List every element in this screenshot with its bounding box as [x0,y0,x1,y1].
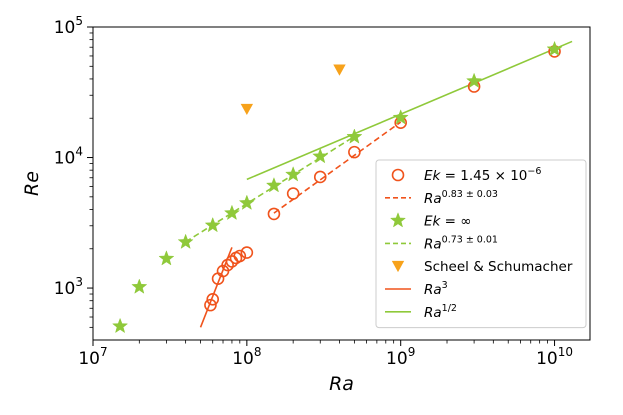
legend: Ek = 1.45 × 10−6 Ra0.83 ± 0.03 Ek = ∞ Ra0.7… [375,159,587,329]
y-tick-label: 103 [54,275,83,299]
data-point [285,166,302,182]
data-point [312,147,329,164]
data-point [267,207,281,221]
axis-ticks: 107 108 109 1010 103 104 105 [54,14,573,369]
legend-label: Ra3 [424,280,448,298]
x-tick-label: 107 [78,345,107,369]
series-points-2 [111,40,563,334]
data-point [546,40,563,57]
legend-box [375,159,587,329]
legend-marker [389,212,407,228]
data-point [221,258,234,272]
data-point [348,145,361,159]
data-point [111,317,129,334]
reference-line [246,40,573,181]
legend-label: Ra0.73 ± 0.01 [424,234,498,252]
y-tick-label: 105 [54,14,83,38]
x-tick-label: 109 [386,345,415,369]
legend-label: Ek = 1.45 × 10−6 [424,166,541,184]
fit-line [273,121,402,214]
data-point [240,246,254,259]
data-point [392,109,409,125]
data-point [233,249,247,263]
data-point [240,103,254,115]
y-axis-label: Re [21,171,43,196]
plot-marks [111,40,573,334]
data-point [158,250,175,266]
data-point [465,72,483,88]
data-point [204,216,221,233]
plot-frame [92,26,591,341]
x-tick-label: 108 [232,345,261,369]
x-axis-label: Ra [329,373,354,395]
legend-label: Ek = ∞ [424,214,472,230]
series-points-4 [240,64,346,115]
data-point [204,298,217,312]
legend-label: Scheel & Schumacher [424,259,573,275]
x-tick-label: 1010 [536,345,573,369]
y-tick-label: 104 [54,145,83,169]
legend-label: Ra1/2 [424,303,457,321]
series-line-1 [273,121,402,214]
legend-label: Ra0.83 ± 0.03 [424,189,498,207]
legend-marker [391,168,405,182]
data-point [177,233,194,249]
data-point [131,278,148,294]
data-point [346,128,363,144]
data-point [238,194,255,210]
data-point [206,293,220,306]
series-line-6 [246,40,573,181]
legend-marker [391,260,405,273]
data-point [286,187,300,200]
data-point [333,64,346,76]
data-point [265,177,283,193]
data-point [313,170,327,184]
data-point [223,204,241,221]
